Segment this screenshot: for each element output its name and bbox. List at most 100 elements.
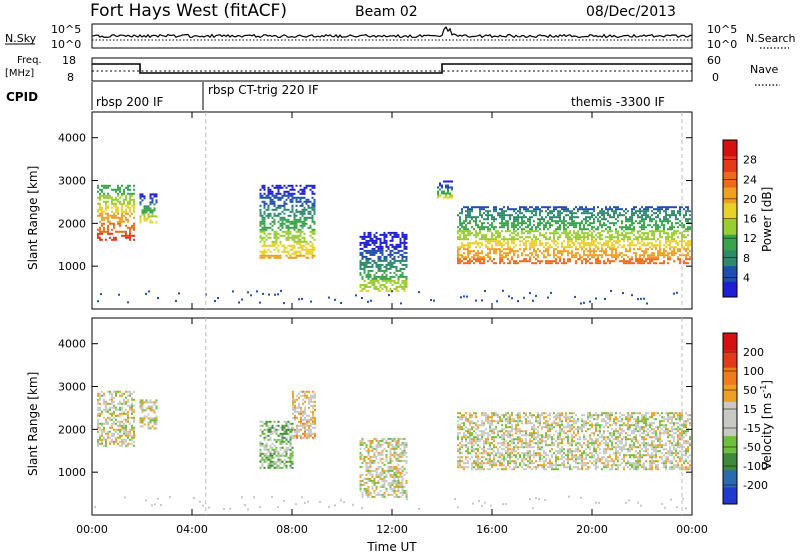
date-title: 08/Dec/2013 [586, 4, 676, 20]
echo-cell [129, 226, 131, 229]
echo-cell [601, 234, 603, 237]
echo-cell [393, 447, 396, 450]
echo-cell [685, 256, 687, 259]
echo-cell [367, 457, 370, 460]
echo-cell [673, 226, 675, 229]
echo-cell [373, 275, 376, 278]
echo-cell [269, 202, 272, 205]
echo-cell [507, 226, 509, 229]
echo-cell [401, 449, 404, 452]
echo-cell [151, 407, 154, 410]
echo-cell [525, 258, 527, 261]
echo-cell [475, 440, 477, 443]
echo-cell [585, 210, 587, 213]
echo-cell [309, 234, 312, 237]
echo-cell [479, 246, 481, 249]
echo-cell [127, 404, 129, 407]
echo-cell [557, 236, 559, 239]
echo-cell [577, 234, 579, 237]
echo-cell [401, 267, 404, 270]
echo-cell [501, 242, 503, 245]
echo-cell [575, 224, 577, 227]
echo-cell [529, 220, 531, 223]
echo-cell [673, 230, 675, 233]
echo-cell [300, 422, 302, 425]
echo-cell [595, 228, 597, 231]
echo-cell [627, 228, 629, 231]
echo-cell [375, 475, 378, 478]
echo-cell [467, 232, 469, 235]
echo-cell [393, 245, 396, 248]
echo-cell [403, 289, 406, 292]
echo-cell [471, 206, 473, 209]
echo-cell [659, 218, 661, 221]
echo-cell [125, 444, 127, 447]
echo-cell [639, 234, 641, 237]
echo-cell [387, 469, 390, 472]
echo-cell [499, 254, 501, 257]
echo-cell [279, 212, 282, 215]
beam-title: Beam 02 [355, 4, 418, 20]
echo-cell [121, 212, 123, 215]
echo-cell [125, 432, 127, 435]
echo-cell [535, 262, 537, 265]
echo-cell [311, 204, 314, 207]
echo-cell [593, 250, 595, 253]
echo-cell [641, 218, 643, 221]
echo-cell [291, 204, 294, 207]
echo-cell [639, 226, 641, 229]
echo-cell [527, 260, 529, 263]
echo-cell [505, 440, 507, 443]
echo-cell [473, 254, 475, 257]
echo-cell [381, 453, 384, 456]
echo-cell [145, 415, 148, 418]
echo-cell [469, 414, 471, 417]
echo-cell [580, 302, 582, 305]
echo-cell [477, 252, 479, 255]
echo-cell [129, 194, 131, 197]
echo-cell [391, 473, 394, 476]
echo-cell [271, 454, 274, 457]
echo-cell [131, 192, 133, 195]
echo-cell [593, 240, 595, 243]
echo-cell [131, 426, 133, 429]
echo-cell [371, 241, 374, 244]
echo-cell [615, 206, 617, 209]
echo-cell [493, 456, 495, 459]
echo-cell [475, 424, 477, 427]
echo-cell [483, 446, 485, 449]
echo-cell [148, 290, 150, 293]
echo-cell [509, 416, 511, 419]
echo-cell [579, 238, 581, 241]
echo-cell [611, 252, 613, 255]
echo-cell [141, 199, 144, 202]
echo-cell [565, 228, 567, 231]
echo-cell [387, 279, 390, 282]
echo-cell [513, 222, 515, 225]
echo-cell [105, 206, 107, 209]
echo-cell [285, 424, 288, 427]
echo-cell [439, 194, 441, 197]
echo-cell [641, 206, 643, 209]
echo-cell [623, 246, 625, 249]
echo-cell [103, 228, 105, 231]
echo-cell [405, 235, 408, 238]
echo-cell [523, 412, 525, 415]
echo-cell [271, 448, 274, 451]
echo-cell [393, 235, 396, 238]
echo-cell [479, 430, 481, 433]
echo-cell [661, 224, 663, 227]
echo-cell [295, 196, 298, 199]
echo-cell [623, 236, 625, 239]
echo-cell [605, 248, 607, 251]
echo-cell [569, 246, 571, 249]
echo-cell [679, 232, 681, 235]
echo-cell [302, 426, 304, 429]
echo-cell [463, 444, 465, 447]
echo-cell [304, 434, 306, 437]
echo-cell [457, 254, 459, 257]
echo-cell [469, 232, 471, 235]
echo-cell [101, 428, 103, 431]
echo-cell [491, 430, 493, 433]
echo-cell [403, 241, 406, 244]
